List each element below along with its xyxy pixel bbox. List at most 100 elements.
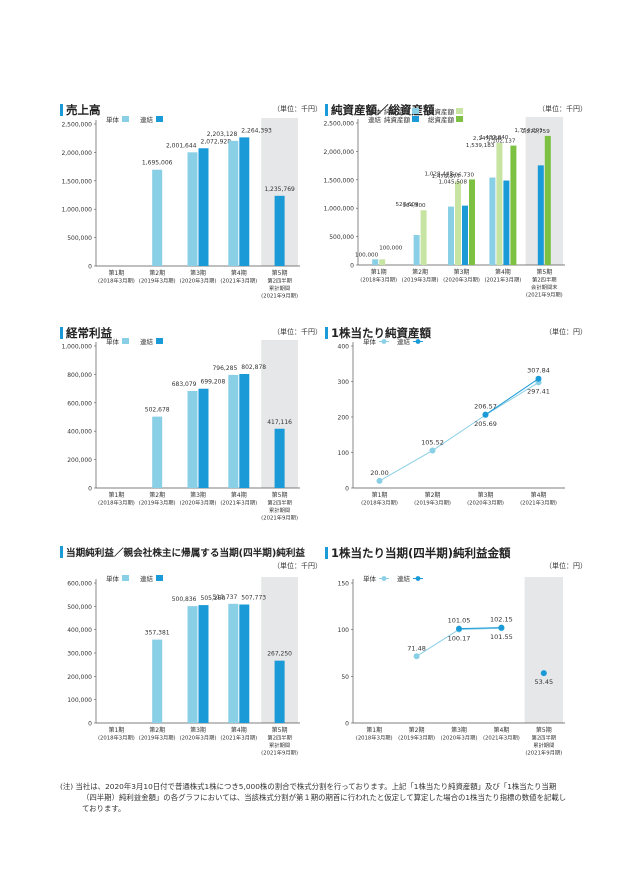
y-tick-label: 0 [88,486,92,493]
x-tick-label: 第4期 [493,726,509,734]
bar [187,391,198,488]
data-label: 683,079 [172,381,197,388]
x-tick-label: (2020年3月期) [180,734,217,742]
x-tick-label: 第2四半期 [532,734,557,742]
y-tick-label: 1,000,000 [61,344,92,351]
legend-label: 連結 [140,574,154,583]
x-tick-label: (2021年9月期) [261,749,298,757]
x-tick-label: 第5期 [272,491,288,499]
x-tick-label: (2020年3月期) [443,276,480,284]
y-tick-label: 600,000 [67,400,92,407]
chart-ordinary: 0 200,000 400,000 600,000 800,000 1,000,000 第1… [61,337,300,522]
x-tick-label: (2021年3月期) [483,734,520,742]
data-label: 2,147,166 [473,136,502,142]
legend-swatch [156,116,163,122]
legend-label: 総資産額 [428,107,455,116]
x-tick-label: 第3期 [478,491,494,499]
legend-swatch [122,338,129,344]
title-marker [325,547,328,559]
x-tick-label: 累計期間 [269,741,290,749]
bar [544,135,551,265]
unit-label: （単位：千円） [273,105,322,113]
legend-label: 連結 [397,337,411,346]
title-text: 経常利益 [66,326,112,340]
data-label: 2,203,128 [207,131,238,138]
panel-title: 経常利益 [60,325,112,341]
data-label: 699,208 [201,379,226,386]
series-line [485,378,539,416]
data-label: 20.00 [370,469,389,477]
title-text: 売上高 [66,103,101,117]
series-line [432,414,486,451]
title-text: 1株当たり当期(四半期)純利益金額 [331,546,511,560]
y-tick-label: 0 [345,721,349,728]
panel-title: 当期純利益／親会社株主に帰属する当期(四半期)純利益 [60,545,305,559]
x-tick-label: 会計期間末 [531,283,558,291]
bar [198,388,209,488]
data-label: 527,609 [395,202,419,208]
chart-sales: 0 500,000 1,000,000 1,500,000 2,000,000 2,500… [61,115,300,300]
x-tick-label: 第3期 [190,491,206,499]
x-tick-label: 第5期 [272,726,288,734]
y-tick-label: 400 [338,344,350,351]
x-tick-label: (2019年3月期) [139,277,176,285]
legend-label: 単体 [368,107,382,116]
x-tick-label: 第3期 [190,269,206,277]
bar [469,179,475,265]
title-marker [60,104,63,116]
legend-label: 総資産額 [428,115,455,124]
y-tick-label: 200,000 [67,457,92,464]
legend-label: 単体 [363,574,377,583]
data-label: 100,000 [355,252,379,258]
y-tick-label: 2,000,000 [61,150,92,157]
bar [503,180,510,265]
data-point [456,625,462,632]
x-tick-label: 第2四半期 [267,734,292,742]
legend-label: 単体 [106,337,120,346]
x-tick-label: 第5期 [536,726,552,734]
data-label: 100.17 [448,635,471,643]
data-point [540,670,547,677]
x-tick-label: 第3期 [454,268,470,276]
footnote-text: (注) 当社は、2020年3月10日付で普通株式1株につき5,000株の割合で株… [60,782,567,813]
panel-title: 純資産額／総資産額 [325,102,435,118]
x-tick-label: 第4期 [231,491,247,499]
bar [228,374,239,488]
data-point [413,653,420,660]
legend-label: 単体 [363,337,377,346]
x-tick-label: (2020年3月期) [441,734,478,742]
bar [448,206,454,265]
chart-eps: 050100150第1期(2018年3月期)第2期(2019年3月期)第3期(2… [338,574,565,757]
series-line [416,629,460,657]
panel-sales: 売上高 （単位：千円） 0 500,000 1,000,000 1,500,000 2,… [60,102,322,302]
bar [228,603,239,723]
x-tick-label: 第4期 [531,491,547,499]
bar [152,416,163,488]
unit-label: （単位：千円） [273,562,322,570]
bar [187,606,198,723]
shaded-period [524,577,563,723]
legend-label: 連結 [397,574,411,583]
x-tick-label: (2021年3月期) [220,499,257,507]
x-tick-label: (2018年3月期) [361,499,398,507]
series-line [458,627,502,631]
bar [228,140,239,266]
x-tick-label: (2019年3月期) [402,276,439,284]
data-label: 510,737 [212,594,237,601]
unit-label: （単位：円） [545,328,587,336]
x-tick-label: 第4期 [231,726,247,734]
x-tick-label: 第1期 [108,491,124,499]
x-tick-label: 累計期間 [269,284,290,292]
x-tick-label: 第2期 [149,491,165,499]
bar [420,210,427,265]
x-tick-label: 第2期 [425,491,441,499]
footnote: (注) 当社は、2020年3月10日付で普通株式1株につき5,000株の割合で株… [60,781,570,814]
x-tick-label: 第2期 [409,726,425,734]
x-tick-label: 第1期 [371,268,387,276]
legend-swatch [412,108,419,114]
x-tick-label: (2020年3月期) [467,499,504,507]
data-label: 1,028,445 [425,171,454,177]
y-tick-label: 1,500,000 [323,177,354,184]
y-tick-label: 1,500,000 [61,178,92,185]
y-tick-label: 0 [88,264,92,271]
